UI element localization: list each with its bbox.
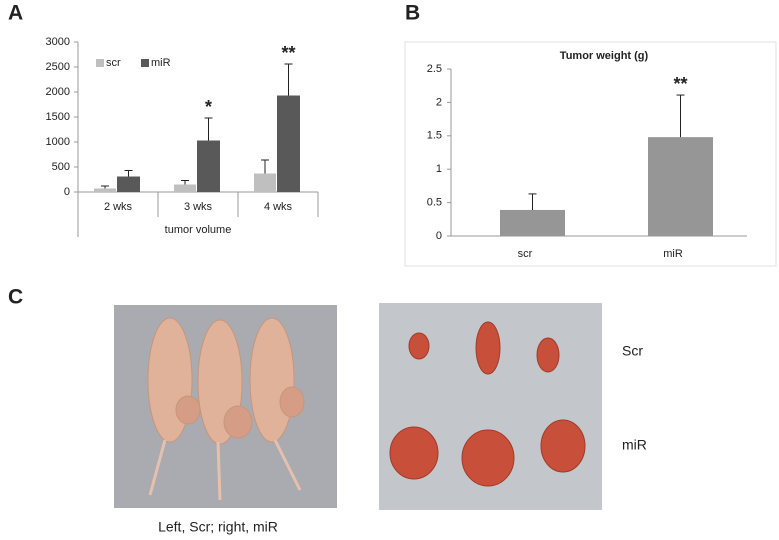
- panel-label: B: [405, 2, 420, 25]
- y-tick-label: 1.5: [427, 130, 442, 142]
- legend-swatch: [141, 59, 149, 67]
- bar: [648, 137, 713, 236]
- panel-label: C: [8, 286, 23, 309]
- chart-title: Tumor weight (g): [560, 50, 649, 62]
- bar: [277, 95, 300, 192]
- y-tick-label: 2000: [46, 86, 70, 98]
- significance: **: [673, 74, 687, 94]
- row-label: Scr: [622, 343, 643, 359]
- y-tick-label: 0: [64, 186, 70, 198]
- legend-swatch: [96, 59, 104, 67]
- chart-frame: [404, 41, 777, 267]
- y-tick-label: 1500: [46, 111, 70, 123]
- x-tick-label: scr: [518, 248, 533, 260]
- y-tick-label: 1000: [46, 136, 70, 148]
- x-axis-label: tumor volume: [165, 224, 232, 236]
- bar: [174, 184, 196, 192]
- y-tick-label: 0: [436, 230, 442, 242]
- row-label: miR: [622, 437, 647, 453]
- x-tick-label: 3 wks: [184, 201, 213, 213]
- bar: [117, 176, 140, 192]
- bar: [94, 188, 116, 192]
- significance: **: [281, 43, 295, 63]
- y-tick-label: 500: [52, 161, 70, 173]
- y-tick-label: 2500: [46, 61, 70, 73]
- bar: [254, 173, 276, 192]
- y-tick-label: 2: [436, 96, 442, 108]
- legend-label: miR: [151, 57, 171, 69]
- photo-mice: [114, 305, 337, 508]
- x-tick-label: 4 wks: [264, 201, 293, 213]
- y-tick-label: 1: [436, 163, 442, 175]
- y-tick-label: 3000: [46, 36, 70, 48]
- photo-caption: Left, Scr; right, miR: [158, 519, 278, 535]
- significance: *: [205, 97, 212, 117]
- bar: [500, 209, 565, 236]
- x-tick-label: 2 wks: [104, 201, 133, 213]
- bar: [197, 140, 220, 192]
- panel-label: A: [8, 2, 23, 25]
- y-tick-label: 2.5: [427, 63, 442, 75]
- y-tick-label: 0.5: [427, 197, 442, 209]
- photo-tumors: [379, 303, 602, 510]
- legend-label: scr: [106, 57, 121, 69]
- x-tick-label: miR: [663, 248, 683, 260]
